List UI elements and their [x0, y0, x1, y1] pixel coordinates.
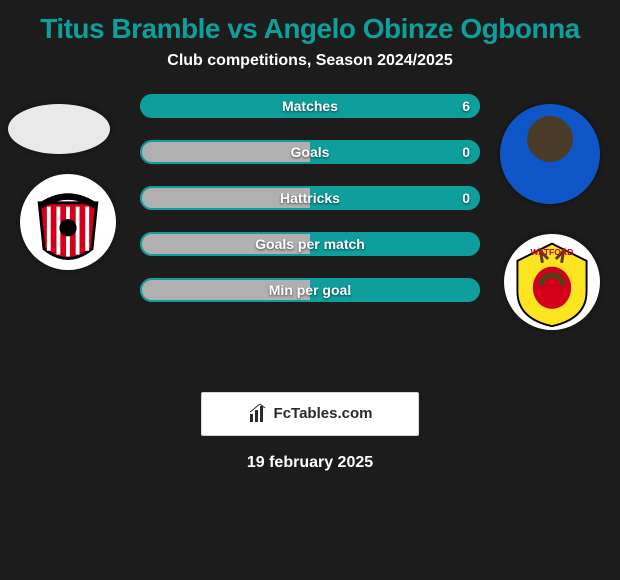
stat-row: Hattricks0 [140, 186, 480, 210]
club-right-crest: WATFORD [504, 234, 600, 330]
branding-badge: FcTables.com [201, 392, 419, 436]
stat-row: Matches6 [140, 94, 480, 118]
player-right-photo [500, 104, 600, 204]
date-text: 19 february 2025 [0, 454, 620, 472]
stat-row: Goals0 [140, 140, 480, 164]
stat-label: Goals per match [140, 236, 480, 252]
club-left-crest [20, 174, 116, 270]
stat-label: Goals [140, 144, 480, 160]
svg-text:WATFORD: WATFORD [531, 247, 574, 257]
stat-right-value: 6 [462, 98, 470, 114]
page-title: Titus Bramble vs Angelo Obinze Ogbonna [0, 12, 620, 46]
stat-bars: Matches6Goals0Hattricks0Goals per matchM… [140, 94, 480, 324]
stat-row: Goals per match [140, 232, 480, 256]
comparison-arena: WATFORD Matches6Goals0Hattricks0Goals pe… [0, 94, 620, 374]
stat-row: Min per goal [140, 278, 480, 302]
stat-label: Matches [140, 98, 480, 114]
branding-text: FcTables.com [274, 405, 373, 422]
stat-label: Hattricks [140, 190, 480, 206]
stat-right-value: 0 [462, 190, 470, 206]
page-subtitle: Club competitions, Season 2024/2025 [0, 52, 620, 70]
stat-label: Min per goal [140, 282, 480, 298]
bar-chart-icon [248, 404, 268, 424]
player-left-photo [8, 104, 110, 154]
stat-right-value: 0 [462, 144, 470, 160]
